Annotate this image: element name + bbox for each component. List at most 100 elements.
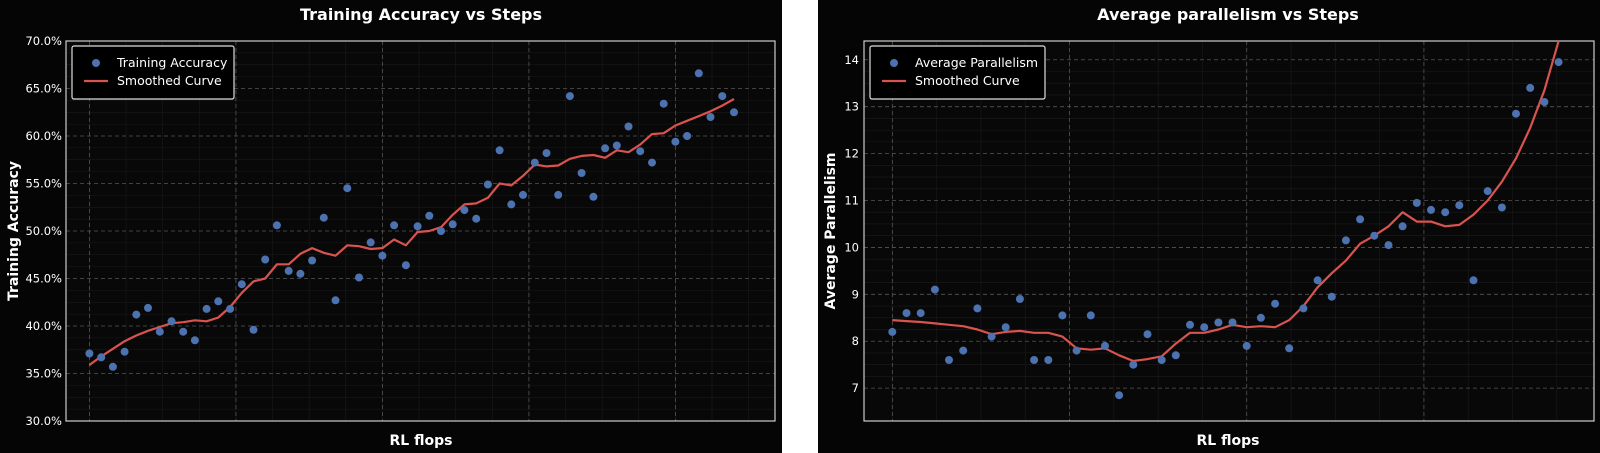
chart-title: Training Accuracy vs Steps bbox=[300, 5, 542, 24]
data-point bbox=[1370, 231, 1379, 240]
data-point bbox=[413, 222, 422, 231]
data-point bbox=[1015, 295, 1024, 303]
y-tick-label: 30.0% bbox=[25, 414, 62, 428]
parallelism-chart: Average parallelism vs Steps RL flops Av… bbox=[823, 5, 1595, 449]
panel-divider bbox=[782, 0, 818, 453]
data-point bbox=[331, 296, 340, 305]
data-point bbox=[1001, 323, 1010, 332]
data-point bbox=[1285, 344, 1294, 353]
data-point bbox=[659, 99, 668, 108]
data-point bbox=[1483, 187, 1492, 196]
y-tick-label: 8 bbox=[852, 334, 859, 348]
data-point bbox=[1512, 109, 1520, 118]
y-tick-label: 65.0% bbox=[25, 82, 62, 96]
data-point bbox=[1044, 356, 1053, 364]
data-point bbox=[1256, 313, 1265, 322]
parallelism-chart-panel: Average parallelism vs Steps RL flops Av… bbox=[818, 0, 1600, 453]
data-point bbox=[601, 144, 610, 153]
data-point bbox=[1157, 356, 1166, 364]
data-point bbox=[1341, 236, 1350, 245]
data-point bbox=[959, 346, 968, 355]
data-point bbox=[401, 261, 410, 270]
y-tick-label: 14 bbox=[844, 53, 859, 67]
data-point bbox=[987, 332, 996, 341]
data-point bbox=[888, 327, 897, 336]
data-point bbox=[108, 362, 117, 371]
data-point bbox=[378, 251, 387, 260]
data-point bbox=[1228, 318, 1237, 327]
data-point bbox=[519, 190, 527, 199]
data-point bbox=[1526, 83, 1535, 92]
smoothed-curve-line bbox=[88, 98, 735, 366]
data-point bbox=[483, 180, 492, 189]
accuracy-chart-panel: Training Accuracy vs Steps RL flops Trai… bbox=[0, 0, 782, 453]
data-point bbox=[902, 309, 911, 318]
y-tick-label: 55.0% bbox=[25, 177, 62, 191]
data-point bbox=[390, 221, 399, 230]
data-point bbox=[1384, 241, 1393, 250]
legend-marker-points bbox=[92, 59, 100, 67]
data-point bbox=[1086, 311, 1095, 320]
data-point bbox=[495, 146, 504, 155]
data-point bbox=[945, 356, 953, 364]
data-point bbox=[226, 304, 235, 313]
plot-frame bbox=[65, 40, 776, 422]
data-point bbox=[1214, 318, 1223, 327]
data-point bbox=[284, 266, 293, 275]
legend-box bbox=[71, 45, 235, 100]
legend-marker-points bbox=[890, 59, 898, 67]
data-point bbox=[1129, 360, 1138, 369]
y-axis-label: Average Parallelism bbox=[823, 153, 839, 310]
data-point bbox=[683, 132, 692, 140]
data-point bbox=[554, 190, 563, 199]
data-point bbox=[144, 303, 152, 312]
data-point bbox=[132, 310, 141, 319]
legend-label: Training Accuracy bbox=[116, 55, 228, 70]
legend-box bbox=[869, 45, 1046, 100]
data-point bbox=[202, 304, 211, 313]
data-point bbox=[1427, 205, 1435, 214]
data-point bbox=[472, 214, 481, 223]
y-tick-label: 60.0% bbox=[25, 129, 62, 143]
data-point bbox=[261, 255, 270, 264]
data-point bbox=[1200, 323, 1209, 332]
y-tick-label: 7 bbox=[852, 381, 859, 395]
data-point bbox=[97, 353, 106, 362]
data-point bbox=[448, 220, 457, 229]
data-point bbox=[565, 92, 574, 101]
data-point bbox=[343, 184, 352, 193]
data-point bbox=[437, 227, 445, 235]
y-tick-label: 70.0% bbox=[25, 34, 62, 48]
data-point bbox=[1441, 208, 1450, 217]
data-point bbox=[671, 137, 680, 146]
y-tick-label: 13 bbox=[844, 100, 859, 114]
data-point bbox=[1412, 198, 1421, 207]
data-point bbox=[272, 221, 281, 230]
data-point bbox=[916, 309, 925, 318]
y-tick-label: 50.0% bbox=[25, 224, 62, 238]
data-point bbox=[1327, 292, 1336, 301]
data-point bbox=[1030, 356, 1039, 364]
smoothed-curve-line bbox=[892, 40, 1560, 363]
data-point bbox=[1058, 311, 1067, 320]
data-point bbox=[1299, 304, 1308, 313]
data-point bbox=[930, 285, 939, 294]
data-point bbox=[694, 69, 703, 78]
data-point bbox=[589, 192, 598, 201]
data-point bbox=[612, 141, 621, 150]
legend-label: Average Parallelism bbox=[915, 55, 1038, 70]
data-point bbox=[319, 213, 328, 222]
x-axis-label: RL flops bbox=[1197, 433, 1260, 449]
data-point bbox=[155, 327, 164, 336]
data-point bbox=[85, 349, 94, 358]
plot-frame bbox=[863, 40, 1595, 422]
data-point bbox=[706, 113, 715, 121]
data-point bbox=[214, 297, 223, 306]
data-point bbox=[1497, 203, 1506, 212]
data-point bbox=[425, 211, 434, 220]
data-point bbox=[1143, 330, 1152, 339]
data-point bbox=[355, 273, 363, 282]
data-point bbox=[1455, 201, 1464, 210]
data-point bbox=[190, 336, 199, 345]
